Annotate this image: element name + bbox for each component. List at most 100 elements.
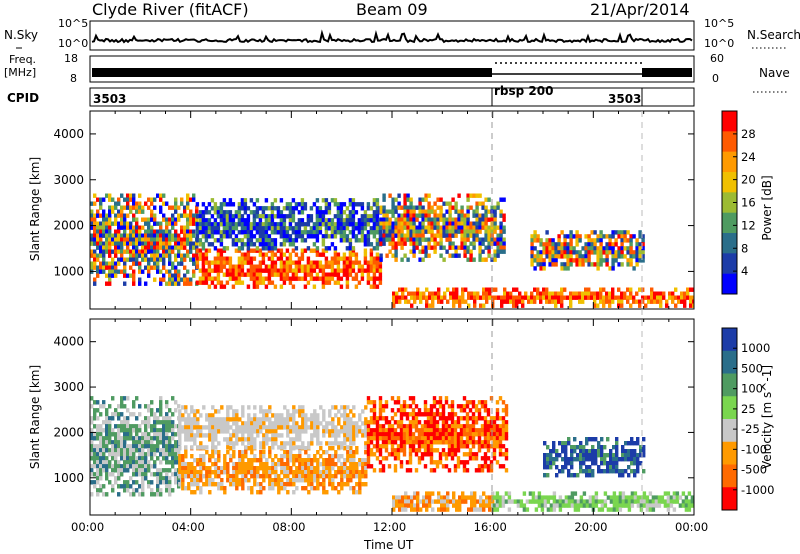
- data-cell: [99, 249, 103, 254]
- data-cell: [340, 425, 344, 430]
- data-cell: [153, 424, 157, 429]
- data-cell: [217, 454, 221, 459]
- data-cell: [204, 210, 209, 215]
- data-cell: [108, 193, 112, 198]
- data-cell: [385, 233, 389, 238]
- data-cell: [301, 458, 305, 463]
- data-cell: [177, 213, 181, 218]
- data-cell: [315, 198, 320, 203]
- data-cell: [438, 440, 443, 445]
- data-cell: [168, 261, 172, 266]
- data-cell: [624, 499, 629, 504]
- data-cell: [602, 246, 606, 251]
- data-cell: [211, 421, 215, 426]
- data-cell: [552, 499, 557, 504]
- data-cell: [421, 217, 425, 222]
- data-cell: [156, 480, 160, 485]
- data-cell: [378, 264, 383, 269]
- data-cell: [495, 400, 500, 405]
- data-cell: [638, 242, 642, 247]
- data-cell: [346, 413, 350, 418]
- data-cell: [219, 210, 224, 215]
- data-cell: [575, 295, 579, 300]
- data-cell: [612, 495, 617, 500]
- data-cell: [325, 421, 329, 426]
- data-cell: [611, 266, 615, 271]
- data-cell: [120, 428, 124, 433]
- data-cell: [99, 265, 103, 270]
- data-cell: [591, 495, 596, 500]
- data-cell: [144, 221, 148, 226]
- data-cell: [402, 412, 407, 417]
- data-cell: [171, 452, 175, 457]
- data-cell: [144, 424, 148, 429]
- data-cell: [144, 241, 148, 246]
- data-cell: [292, 446, 296, 451]
- data-cell: [599, 299, 603, 304]
- data-cell: [252, 276, 257, 281]
- data-cell: [213, 222, 218, 227]
- data-cell: [663, 499, 668, 504]
- data-cell: [228, 218, 233, 223]
- data-cell: [438, 412, 443, 417]
- data-cell: [310, 437, 314, 442]
- data-cell: [222, 260, 227, 265]
- data-cell: [147, 440, 151, 445]
- data-cell: [174, 452, 178, 457]
- data-cell: [487, 197, 491, 202]
- data-cell: [599, 242, 603, 247]
- data-cell: [378, 396, 383, 401]
- data-cell: [430, 237, 434, 242]
- data-cell: [539, 254, 543, 259]
- data-cell: [509, 295, 513, 300]
- data-cell: [138, 472, 142, 477]
- data-cell: [396, 456, 401, 461]
- data-cell: [561, 445, 565, 450]
- data-cell: [437, 291, 441, 296]
- data-cell: [193, 466, 197, 471]
- data-cell: [330, 222, 335, 227]
- data-cell: [470, 503, 474, 508]
- data-cell: [307, 474, 311, 479]
- data-cell: [217, 417, 221, 422]
- data-cell: [454, 233, 458, 238]
- data-cell: [205, 433, 209, 438]
- data-cell: [431, 499, 435, 504]
- data-cell: [549, 453, 553, 458]
- data-cell: [629, 303, 633, 308]
- data-cell: [135, 396, 139, 401]
- data-cell: [483, 452, 488, 457]
- data-cell: [590, 230, 594, 235]
- data-cell: [423, 448, 428, 453]
- data-cell: [548, 246, 552, 251]
- data-cell: [159, 245, 163, 250]
- data-cell: [375, 448, 380, 453]
- data-cell: [474, 452, 479, 457]
- data-cell: [295, 421, 299, 426]
- data-cell: [246, 242, 251, 247]
- data-cell: [415, 205, 419, 210]
- data-cell: [594, 495, 599, 500]
- data-cell: [108, 448, 112, 453]
- data-cell: [273, 222, 278, 227]
- data-cell: [603, 491, 608, 496]
- data-cell: [593, 230, 597, 235]
- data-cell: [306, 280, 311, 285]
- data-cell: [569, 262, 573, 267]
- data-cell: [240, 238, 245, 243]
- data-cell: [590, 262, 594, 267]
- data-cell: [96, 233, 100, 238]
- data-cell: [253, 441, 257, 446]
- data-cell: [180, 261, 184, 266]
- data-cell: [298, 462, 302, 467]
- data-cell: [93, 464, 97, 469]
- data-cell: [596, 303, 600, 308]
- data-cell: [334, 470, 338, 475]
- data-cell: [425, 499, 429, 504]
- data-cell: [355, 470, 359, 475]
- data-cell: [156, 249, 160, 254]
- data-cell: [135, 432, 139, 437]
- data-cell: [150, 257, 154, 262]
- data-cell: [315, 214, 320, 219]
- data-cell: [181, 454, 185, 459]
